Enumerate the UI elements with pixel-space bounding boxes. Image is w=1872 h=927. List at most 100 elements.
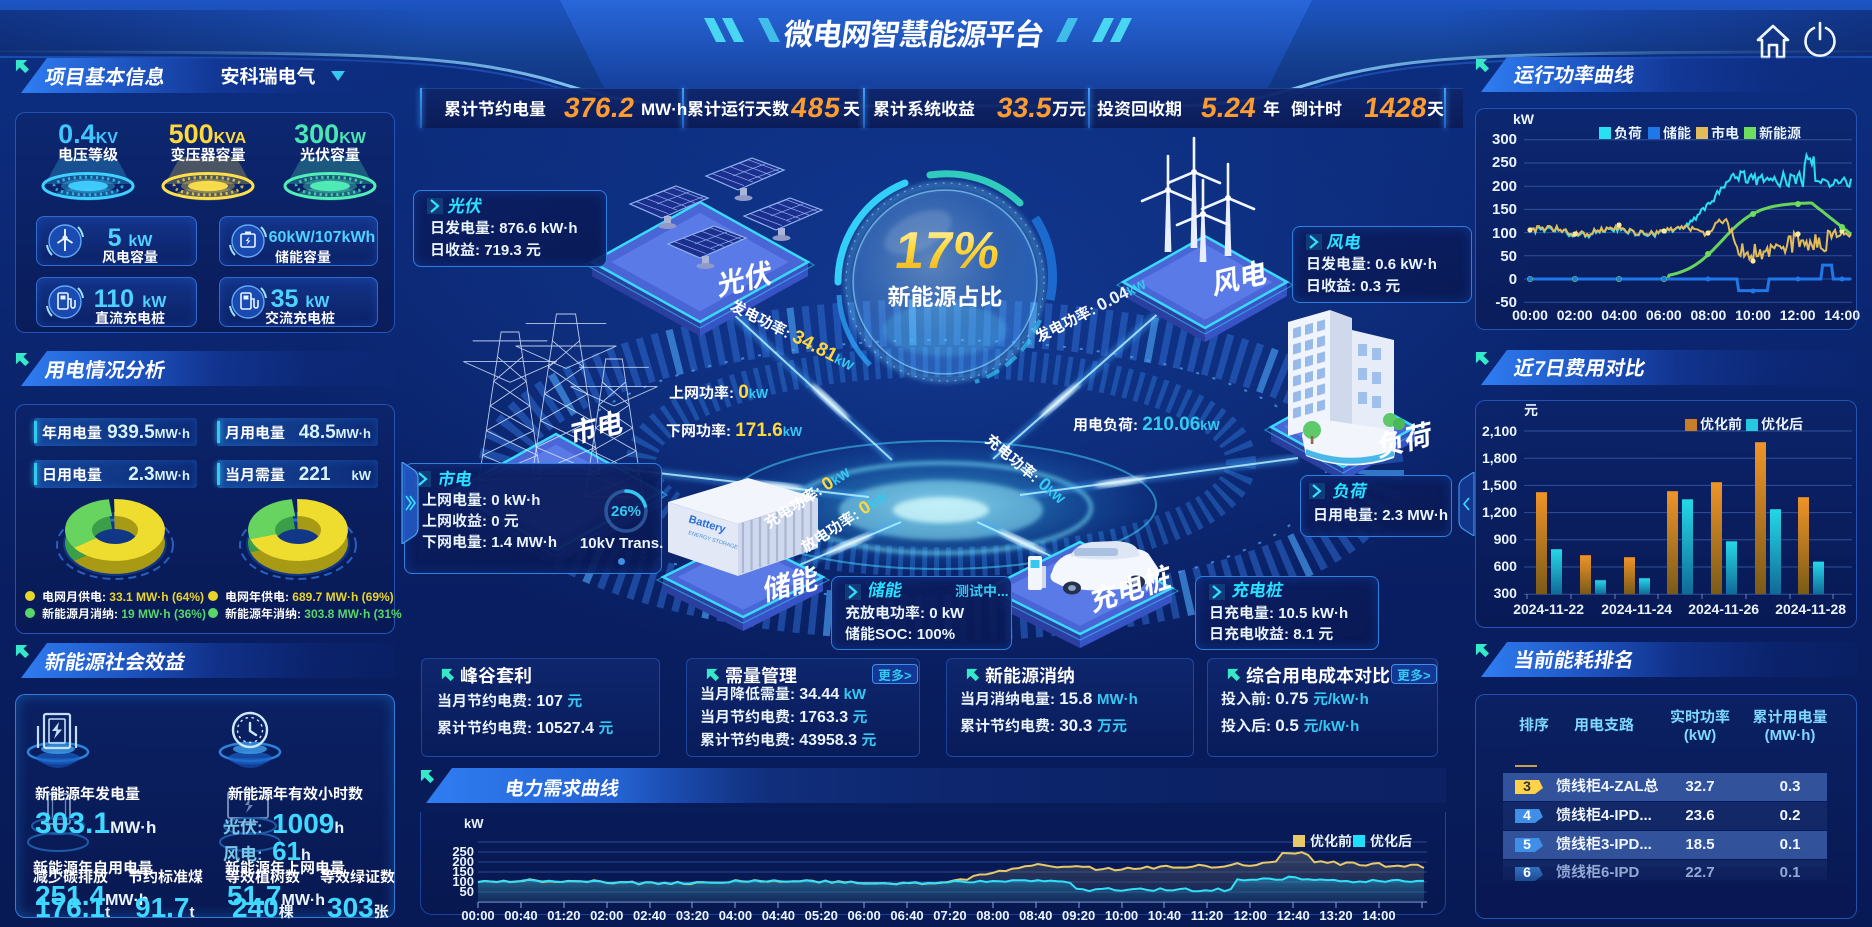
svg-text::: :: [1373, 507, 1378, 524]
svg-text::: :: [482, 513, 487, 530]
svg-text::: :: [729, 385, 734, 402]
svg-text:KVA: KVA: [214, 130, 247, 147]
svg-text:(MW·h): (MW·h): [1765, 727, 1816, 744]
svg-text:600: 600: [1494, 558, 1518, 574]
svg-text:26%: 26%: [611, 503, 641, 520]
svg-text:8.1: 8.1: [1293, 626, 1314, 643]
svg-text:5: 5: [1523, 836, 1531, 852]
svg-text:04:00: 04:00: [1601, 307, 1637, 323]
svg-text::: :: [1266, 718, 1271, 735]
svg-text:/kW·h: /kW·h: [1328, 691, 1369, 708]
svg-text:48.5: 48.5: [299, 422, 336, 443]
svg-text::: :: [1266, 691, 1271, 708]
svg-text:01:20: 01:20: [547, 908, 580, 923]
svg-text::: :: [1284, 626, 1289, 643]
svg-text:MW·h: MW·h: [1097, 691, 1138, 708]
svg-text::: :: [1269, 605, 1274, 622]
svg-text:>: >: [1423, 668, 1431, 683]
svg-text::: :: [257, 818, 263, 837]
svg-text:kW: kW: [305, 294, 330, 311]
svg-text:03:20: 03:20: [676, 908, 709, 923]
svg-text:12:00: 12:00: [1234, 908, 1267, 923]
svg-text:303.1: 303.1: [35, 807, 110, 840]
svg-text:0: 0: [1509, 271, 1517, 288]
svg-text::: :: [114, 607, 118, 621]
svg-text:kW: kW: [749, 386, 769, 401]
svg-text:200: 200: [452, 854, 474, 869]
svg-text:34.44: 34.44: [799, 686, 839, 703]
svg-text:376.2: 376.2: [562, 92, 636, 123]
svg-text:05:20: 05:20: [805, 908, 838, 923]
svg-text:13:20: 13:20: [1319, 908, 1352, 923]
svg-text::: :: [1133, 417, 1138, 434]
svg-text:2024-11-26: 2024-11-26: [1688, 601, 1759, 617]
svg-text:32.7: 32.7: [1685, 778, 1714, 795]
svg-text:5.24: 5.24: [1199, 92, 1258, 123]
svg-text:50: 50: [460, 884, 474, 899]
svg-text:0.75: 0.75: [1275, 689, 1308, 708]
svg-text:t: t: [105, 904, 110, 921]
svg-text:10:00: 10:00: [1735, 307, 1771, 323]
svg-text::: :: [1366, 256, 1371, 273]
svg-text:09:20: 09:20: [1062, 908, 1095, 923]
svg-text:6: 6: [1523, 864, 1531, 880]
svg-text:3: 3: [1523, 778, 1531, 794]
svg-text:100: 100: [1492, 225, 1517, 242]
svg-text:07:20: 07:20: [933, 908, 966, 923]
svg-text:02:40: 02:40: [633, 908, 666, 923]
svg-text:300: 300: [294, 119, 339, 149]
svg-text:kW: kW: [464, 816, 484, 831]
svg-text:08:00: 08:00: [1691, 307, 1727, 323]
svg-text:MW·h: MW·h: [641, 100, 687, 119]
svg-text::: :: [527, 720, 532, 737]
svg-text:00:40: 00:40: [504, 908, 537, 923]
svg-text:KV: KV: [96, 130, 119, 147]
svg-text:4: 4: [1523, 807, 1531, 823]
svg-text:18.5: 18.5: [1685, 836, 1714, 853]
svg-text:485: 485: [789, 92, 843, 123]
svg-text:08:00: 08:00: [976, 908, 1009, 923]
svg-text:t: t: [190, 904, 195, 921]
svg-text:...: ...: [997, 583, 1009, 599]
svg-text:0 kW: 0 kW: [929, 605, 965, 622]
svg-text:939.5: 939.5: [107, 422, 155, 443]
svg-text::: :: [285, 590, 289, 604]
svg-text:02:00: 02:00: [1557, 307, 1593, 323]
svg-text:kW: kW: [1200, 418, 1220, 433]
svg-text:876.6 kW·h: 876.6 kW·h: [499, 220, 577, 237]
svg-text:kW: kW: [844, 686, 867, 703]
svg-text:/kW·h: /kW·h: [1319, 718, 1360, 735]
svg-text:14:00: 14:00: [1824, 307, 1860, 323]
svg-text:1428: 1428: [1362, 92, 1429, 123]
svg-text:2024-11-24: 2024-11-24: [1601, 601, 1672, 617]
svg-text:2.3 MW·h: 2.3 MW·h: [1382, 507, 1448, 524]
svg-text:2024-11-28: 2024-11-28: [1775, 601, 1846, 617]
svg-text:4-IPD...: 4-IPD...: [1601, 807, 1652, 824]
svg-text:91.7: 91.7: [135, 892, 190, 923]
svg-text:60kW/107kWh: 60kW/107kWh: [269, 229, 376, 246]
svg-text:-50: -50: [1495, 294, 1517, 311]
svg-text:2,100: 2,100: [1482, 423, 1517, 439]
svg-text:100: 100: [452, 874, 474, 889]
svg-text:303.8 MW·h (31%: 303.8 MW·h (31%: [304, 607, 402, 621]
svg-text:3-IPD...: 3-IPD...: [1601, 836, 1652, 853]
svg-text:00:00: 00:00: [461, 908, 494, 923]
svg-text:719.3: 719.3: [484, 242, 522, 259]
svg-text:200: 200: [1492, 178, 1517, 195]
svg-text:00:00: 00:00: [1512, 307, 1548, 323]
svg-text::: :: [102, 590, 106, 604]
svg-text:10:00: 10:00: [1105, 908, 1138, 923]
svg-text::: :: [475, 242, 480, 259]
svg-text:1,200: 1,200: [1482, 504, 1517, 520]
svg-text:04:40: 04:40: [762, 908, 795, 923]
svg-text::: :: [790, 732, 795, 749]
svg-text:110: 110: [94, 285, 134, 313]
svg-text:4-ZAL: 4-ZAL: [1601, 778, 1644, 795]
svg-text::: :: [257, 845, 263, 864]
svg-text:0.1: 0.1: [1780, 864, 1801, 881]
svg-text:11:20: 11:20: [1191, 908, 1224, 923]
svg-text:0.5: 0.5: [1275, 716, 1299, 735]
svg-text:0.1: 0.1: [1780, 836, 1801, 853]
svg-text:19 MW·h (36%): 19 MW·h (36%): [121, 607, 206, 621]
svg-text:5: 5: [108, 224, 122, 252]
